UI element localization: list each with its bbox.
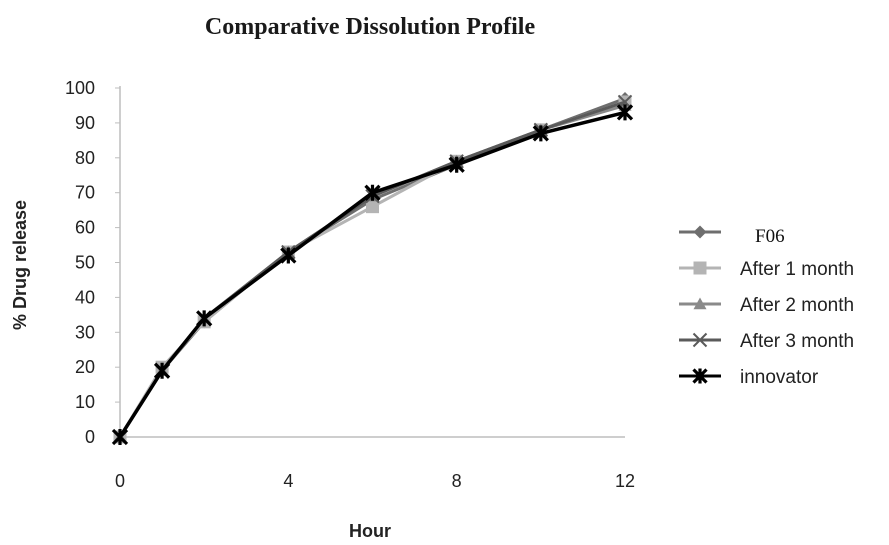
marker-square: [694, 262, 707, 275]
x-tick-label: 0: [115, 471, 125, 491]
x-tick-label: 8: [452, 471, 462, 491]
legend-item: After 3 month: [679, 331, 854, 352]
chart-title: Comparative Dissolution Profile: [205, 14, 536, 40]
y-tick-label: 20: [75, 357, 95, 377]
x-tick-label: 12: [615, 471, 635, 491]
series-4: [113, 104, 632, 445]
x-tick-label: 4: [283, 471, 293, 491]
series-2: [114, 99, 632, 442]
y-tick-label: 0: [85, 427, 95, 447]
axes: 0 10 20 30 40 50 60 70 80 90 100 0 4 8 12: [65, 78, 635, 491]
y-tick-label: 70: [75, 183, 95, 203]
series-line: [120, 105, 625, 437]
series-1: [114, 95, 632, 443]
series-line: [120, 102, 625, 437]
legend-label: After 3 month: [740, 331, 854, 352]
legend-item: After 1 month: [679, 259, 854, 280]
legend-item: After 2 month: [679, 295, 854, 316]
legend-item: F06: [679, 226, 785, 248]
legend-label: After 2 month: [740, 295, 854, 316]
series-3: [114, 95, 632, 443]
y-tick-label: 90: [75, 113, 95, 133]
y-tick-label: 50: [75, 253, 95, 273]
series-layer: [113, 92, 632, 445]
y-tick-label: 40: [75, 287, 95, 307]
y-tick-label: 10: [75, 392, 95, 412]
legend-label: innovator: [740, 367, 819, 388]
y-tick-label: 100: [65, 78, 95, 98]
marker-diamond: [694, 226, 707, 239]
legend-label: F06: [755, 226, 785, 247]
series-line: [120, 99, 625, 438]
y-tick-label: 80: [75, 148, 95, 168]
y-tick-label: 60: [75, 218, 95, 238]
series-line: [120, 102, 625, 437]
series-0: [114, 92, 632, 444]
y-tick-label: 30: [75, 322, 95, 342]
legend-label: After 1 month: [740, 259, 854, 280]
legend-item: innovator: [679, 367, 819, 388]
y-axis-label: % Drug release: [10, 200, 30, 330]
x-axis-label: Hour: [349, 521, 391, 541]
series-line: [120, 112, 625, 437]
legend: F06 After 1 month After 2 month After 3 mon…: [679, 226, 854, 389]
